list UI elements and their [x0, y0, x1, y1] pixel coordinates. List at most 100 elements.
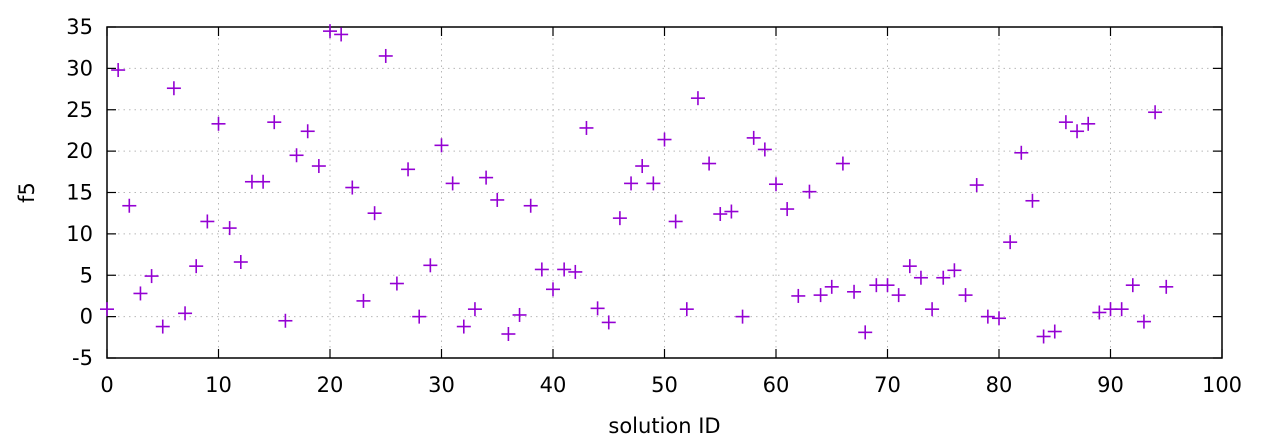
data-point — [735, 309, 750, 324]
data-point — [311, 159, 326, 174]
data-point — [456, 319, 471, 334]
data-point — [913, 270, 928, 285]
data-point — [166, 81, 181, 96]
data-point — [534, 262, 549, 277]
data-point — [713, 207, 728, 222]
data-point — [612, 211, 627, 226]
y-tick-label: 10 — [66, 222, 93, 246]
data-point — [467, 302, 482, 317]
data-point — [925, 302, 940, 317]
data-point — [334, 27, 349, 42]
data-point — [200, 214, 215, 229]
data-point — [969, 178, 984, 193]
data-point — [568, 264, 583, 279]
data-point — [289, 148, 304, 163]
data-point — [590, 301, 605, 316]
data-point — [847, 284, 862, 299]
x-tick-label: 100 — [1202, 373, 1242, 397]
data-point — [1125, 278, 1140, 293]
data-point — [1047, 324, 1062, 339]
data-point — [579, 120, 594, 135]
data-point — [512, 307, 527, 322]
data-point — [802, 184, 817, 199]
data-point — [345, 180, 360, 195]
data-point — [367, 206, 382, 221]
data-point — [1092, 305, 1107, 320]
y-tick-label: 15 — [66, 181, 93, 205]
data-point — [1036, 329, 1051, 344]
data-point — [813, 288, 828, 303]
data-point — [434, 138, 449, 153]
data-point — [1058, 115, 1073, 130]
data-point — [1003, 235, 1018, 250]
y-tick-label: -5 — [72, 346, 93, 370]
data-point — [635, 159, 650, 174]
data-point — [936, 270, 951, 285]
x-tick-label: 20 — [317, 373, 344, 397]
y-tick-label: 20 — [66, 139, 93, 163]
data-point — [858, 325, 873, 340]
y-tick-label: 35 — [66, 15, 93, 39]
data-point — [1136, 314, 1151, 329]
data-point — [546, 282, 560, 297]
x-tick-label: 40 — [540, 373, 567, 397]
data-point — [211, 116, 226, 131]
x-tick-label: 60 — [763, 373, 790, 397]
data-point — [233, 255, 248, 270]
y-tick-label: 5 — [80, 263, 93, 287]
data-point — [278, 313, 293, 328]
data-point — [891, 288, 906, 303]
data-point — [1014, 145, 1029, 160]
data-point — [356, 293, 371, 308]
data-point — [657, 132, 672, 147]
data-point — [178, 306, 193, 321]
data-point — [256, 174, 271, 189]
data-point — [401, 162, 416, 177]
data-point — [824, 279, 839, 294]
data-point — [679, 302, 694, 317]
data-point — [624, 176, 639, 191]
data-point — [122, 198, 137, 213]
data-point — [1148, 105, 1163, 120]
data-point — [100, 302, 114, 317]
axis-ticks: 0 10 20 30 40 50 60 70 80 90 100 -5 0 5 10 15 20 25 30 35 — [66, 15, 1242, 397]
data-points — [100, 24, 1174, 344]
data-point — [1081, 116, 1096, 131]
x-tick-label: 0 — [100, 373, 113, 397]
data-point — [791, 288, 806, 303]
data-point — [423, 258, 438, 273]
grid-lines — [107, 27, 1222, 358]
data-point — [757, 142, 772, 157]
data-point — [690, 91, 705, 106]
data-point — [222, 221, 237, 236]
y-axis-label: f5 — [15, 182, 39, 203]
data-point — [746, 130, 761, 145]
data-point — [835, 156, 850, 171]
data-point — [992, 311, 1006, 326]
data-point — [144, 269, 159, 284]
data-point — [947, 263, 962, 278]
data-point — [601, 315, 616, 330]
data-point — [523, 198, 538, 213]
data-point — [1025, 193, 1040, 208]
data-point — [958, 288, 973, 303]
x-tick-label: 10 — [205, 373, 232, 397]
x-tick-label: 50 — [651, 373, 678, 397]
data-point — [980, 309, 995, 324]
data-point — [769, 177, 783, 192]
data-point — [155, 319, 170, 334]
data-point — [724, 204, 739, 219]
data-point — [267, 115, 282, 130]
data-point — [780, 202, 795, 217]
data-point — [1114, 302, 1129, 317]
x-axis-label: solution ID — [608, 414, 720, 438]
data-point — [880, 278, 895, 293]
data-point — [902, 259, 917, 274]
data-point — [378, 48, 393, 63]
data-point — [646, 176, 661, 191]
data-point — [1070, 124, 1085, 139]
data-point — [323, 24, 337, 39]
y-tick-label: 30 — [66, 56, 93, 80]
data-point — [490, 192, 505, 207]
